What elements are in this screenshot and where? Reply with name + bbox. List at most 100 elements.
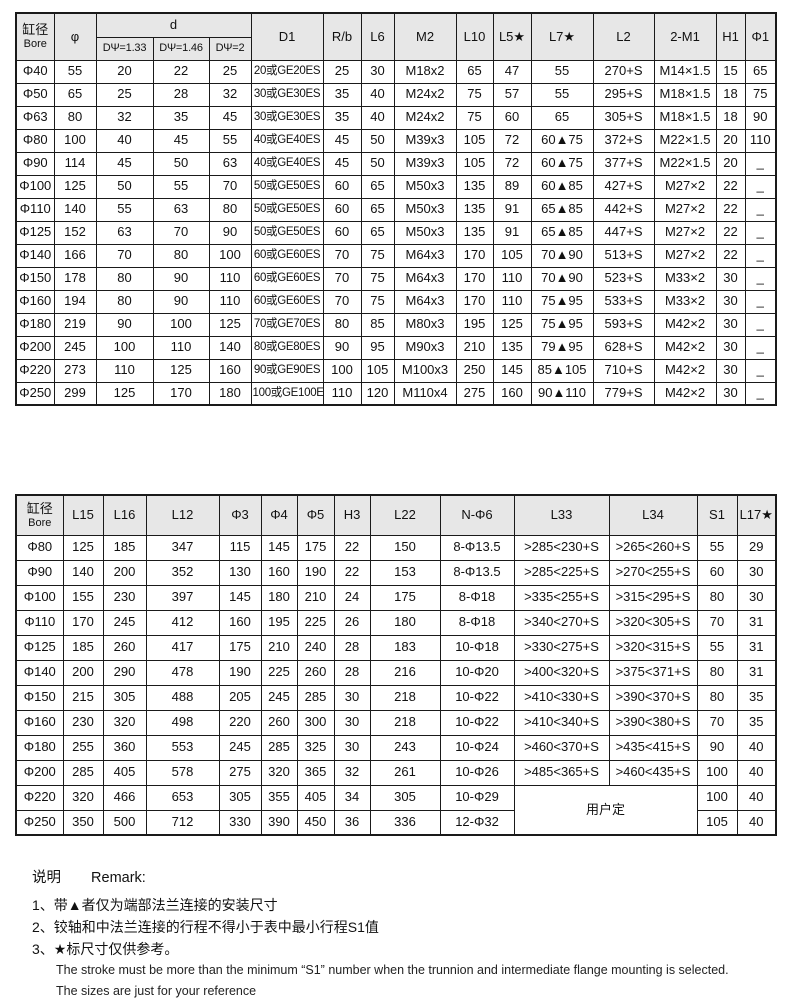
data-cell: 250 bbox=[455, 358, 494, 383]
data-cell: 125 bbox=[208, 312, 252, 337]
data-cell: 90 bbox=[208, 220, 252, 245]
data-cell: 285 bbox=[62, 759, 104, 786]
col-header-bore-en: Bore bbox=[23, 38, 47, 51]
data-cell: 200 bbox=[102, 559, 147, 586]
data-cell: 29 bbox=[736, 534, 777, 561]
data-cell: 290 bbox=[102, 659, 147, 686]
data-cell: 105 bbox=[492, 243, 532, 268]
data-cell: 30 bbox=[360, 59, 395, 84]
data-cell: 30 bbox=[715, 312, 746, 337]
data-cell: 135 bbox=[455, 197, 494, 222]
data-cell: 100或GE100ES bbox=[250, 381, 324, 406]
remark-english-line-2: The sizes are just for your reference bbox=[56, 984, 257, 998]
data-cell: 18 bbox=[715, 105, 746, 130]
data-cell: M27×2 bbox=[653, 220, 717, 245]
remark-title-en: Remark: bbox=[91, 870, 146, 886]
data-cell: 347 bbox=[145, 534, 220, 561]
data-cell: 70 bbox=[152, 220, 210, 245]
data-cell: _ bbox=[744, 381, 777, 406]
data-cell: 75 bbox=[360, 289, 395, 314]
data-cell: 100 bbox=[322, 358, 362, 383]
data-cell: 70 bbox=[95, 243, 154, 268]
data-cell: 26 bbox=[333, 609, 371, 636]
data-cell: 135 bbox=[455, 220, 494, 245]
data-cell: >435<415+S bbox=[608, 734, 698, 761]
col-header-n-phi6: N-Φ6 bbox=[439, 494, 515, 536]
remark-item-2: 2、铰轴和中法兰连接的行程不得小于表中最小行程S1值 bbox=[32, 919, 379, 935]
data-cell: M27×2 bbox=[653, 174, 717, 199]
data-cell: M22×1.5 bbox=[653, 128, 717, 153]
col-header-l7: L7★ bbox=[530, 12, 594, 61]
data-cell: 275 bbox=[455, 381, 494, 406]
data-cell: 135 bbox=[492, 335, 532, 360]
data-cell: 8-Φ13.5 bbox=[439, 559, 515, 586]
table-row: Φ110 170 245 412 160 195 225 26 180 8-Φ18 >340<270… bbox=[15, 609, 777, 636]
data-cell: M110x4 bbox=[393, 381, 457, 406]
bore-cell: Φ160 bbox=[15, 709, 64, 736]
data-cell: 270+S bbox=[592, 59, 655, 84]
col-header-s1: S1 bbox=[696, 494, 738, 536]
data-cell: >460<435+S bbox=[608, 759, 698, 786]
table-row: Φ220 320 466 653 305 355 405 34 305 10-Φ29 用户定 100 4… bbox=[15, 784, 777, 836]
data-cell: >285<230+S bbox=[513, 534, 610, 561]
data-cell: 210 bbox=[260, 634, 298, 661]
data-cell: M42×2 bbox=[653, 312, 717, 337]
data-cell: 245 bbox=[260, 684, 298, 711]
col-header-bore: 缸径 Bore bbox=[15, 12, 55, 61]
data-cell: M42×2 bbox=[653, 335, 717, 360]
data-cell: 8-Φ18 bbox=[439, 609, 515, 636]
data-cell: 80 bbox=[696, 684, 738, 711]
table-row: Φ160 194 80 90 110 60或GE60ES 70 75 M64x3 170 110 75… bbox=[15, 289, 777, 314]
data-cell: 40 bbox=[95, 128, 154, 153]
data-cell: 40或GE40ES bbox=[250, 151, 324, 176]
data-cell: 153 bbox=[369, 559, 441, 586]
bore-cell: Φ90 bbox=[15, 559, 64, 586]
data-cell: 35 bbox=[322, 105, 362, 130]
table-row: Φ200 285 405 578 275 320 365 32 261 10-Φ26 >485<36… bbox=[15, 759, 777, 786]
data-cell: 500 bbox=[102, 809, 147, 836]
data-cell: 35 bbox=[152, 105, 210, 130]
data-cell: 245 bbox=[218, 734, 262, 761]
data-cell: 352 bbox=[145, 559, 220, 586]
data-cell: 330 bbox=[218, 809, 262, 836]
data-cell: 85▲105 bbox=[530, 358, 594, 383]
col-header-phi3: Φ3 bbox=[218, 494, 262, 536]
bore-cell: Φ150 bbox=[15, 684, 64, 711]
data-cell: 305+S bbox=[592, 105, 655, 130]
data-cell: 114 bbox=[53, 151, 97, 176]
data-cell: 285 bbox=[296, 684, 335, 711]
data-cell: 405 bbox=[296, 784, 335, 811]
table-row: Φ110 140 55 63 80 50或GE50ES 60 65 M50x3 135 91 65▲8… bbox=[15, 197, 777, 222]
data-cell: 466 bbox=[102, 784, 147, 811]
data-cell: 160 bbox=[492, 381, 532, 406]
data-cell: 55 bbox=[95, 197, 154, 222]
data-cell: 190 bbox=[218, 659, 262, 686]
table-row: Φ180 255 360 553 245 285 325 30 243 10-Φ24 >460<37… bbox=[15, 734, 777, 761]
data-cell: 25 bbox=[208, 59, 252, 84]
data-cell: 55 bbox=[696, 634, 738, 661]
data-cell: 60▲75 bbox=[530, 128, 594, 153]
table-row: Φ50 65 25 28 32 30或GE30ES 35 40 M24x2 75 57 55 295+S… bbox=[15, 82, 777, 107]
data-cell: 417 bbox=[145, 634, 220, 661]
data-cell: >390<380+S bbox=[608, 709, 698, 736]
data-cell: 30 bbox=[736, 559, 777, 586]
data-cell: 79▲95 bbox=[530, 335, 594, 360]
data-cell: 100 bbox=[208, 243, 252, 268]
data-cell: 140 bbox=[62, 559, 104, 586]
data-cell: 498 bbox=[145, 709, 220, 736]
data-cell: 65 bbox=[360, 197, 395, 222]
table-row: Φ150 178 80 90 110 60或GE60ES 70 75 M64x3 170 110 70… bbox=[15, 266, 777, 291]
data-cell: 110 bbox=[208, 289, 252, 314]
data-cell: 578 bbox=[145, 759, 220, 786]
table-row: Φ100 155 230 397 145 180 210 24 175 8-Φ18 >335<255… bbox=[15, 584, 777, 611]
bore-cell: Φ100 bbox=[15, 174, 55, 199]
data-cell: 65 bbox=[455, 59, 494, 84]
data-cell: 15 bbox=[715, 59, 746, 84]
data-cell: 22 bbox=[333, 559, 371, 586]
bore-cell: Φ200 bbox=[15, 335, 55, 360]
data-cell: >375<371+S bbox=[608, 659, 698, 686]
data-cell: 90 bbox=[744, 105, 777, 130]
data-cell: 22 bbox=[715, 220, 746, 245]
data-cell: M24x2 bbox=[393, 105, 457, 130]
data-cell: 30 bbox=[715, 335, 746, 360]
